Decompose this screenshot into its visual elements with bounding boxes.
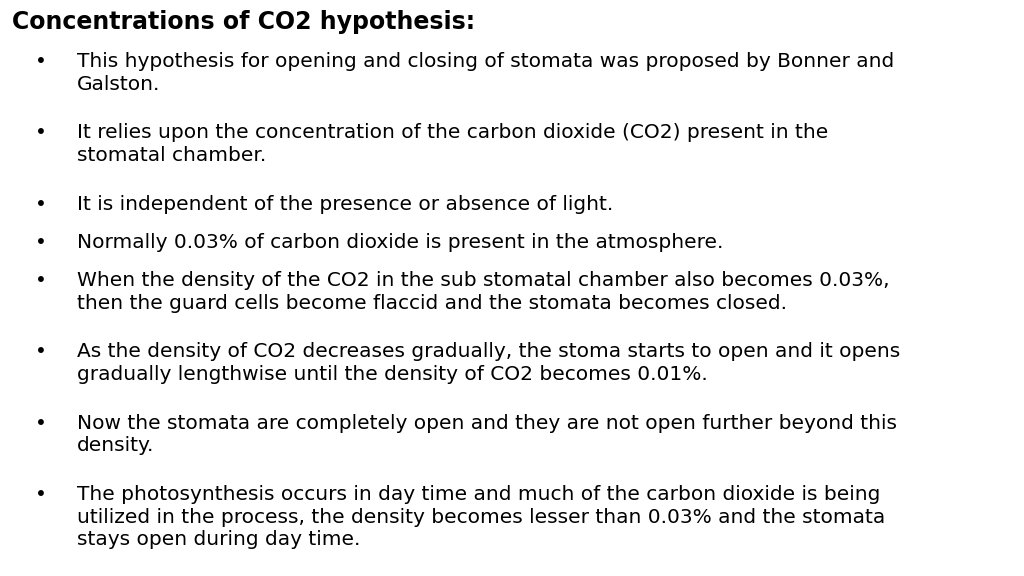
Text: Now the stomata are completely open and they are not open further beyond this
de: Now the stomata are completely open and … xyxy=(77,414,897,456)
Text: •: • xyxy=(35,195,46,214)
Text: When the density of the CO2 in the sub stomatal chamber also becomes 0.03%,
then: When the density of the CO2 in the sub s… xyxy=(77,271,889,313)
Text: •: • xyxy=(35,343,46,362)
Text: Normally 0.03% of carbon dioxide is present in the atmosphere.: Normally 0.03% of carbon dioxide is pres… xyxy=(77,233,723,252)
Text: It is independent of the presence or absence of light.: It is independent of the presence or abs… xyxy=(77,195,613,214)
Text: It relies upon the concentration of the carbon dioxide (CO2) present in the
stom: It relies upon the concentration of the … xyxy=(77,123,828,165)
Text: •: • xyxy=(35,123,46,142)
Text: This hypothesis for opening and closing of stomata was proposed by Bonner and
Ga: This hypothesis for opening and closing … xyxy=(77,52,894,94)
Text: •: • xyxy=(35,233,46,252)
Text: Concentrations of CO2 hypothesis:: Concentrations of CO2 hypothesis: xyxy=(12,10,475,34)
Text: The photosynthesis occurs in day time and much of the carbon dioxide is being
ut: The photosynthesis occurs in day time an… xyxy=(77,485,885,550)
Text: As the density of CO2 decreases gradually, the stoma starts to open and it opens: As the density of CO2 decreases graduall… xyxy=(77,343,900,384)
Text: •: • xyxy=(35,271,46,290)
Text: •: • xyxy=(35,414,46,433)
Text: •: • xyxy=(35,485,46,504)
Text: •: • xyxy=(35,52,46,71)
